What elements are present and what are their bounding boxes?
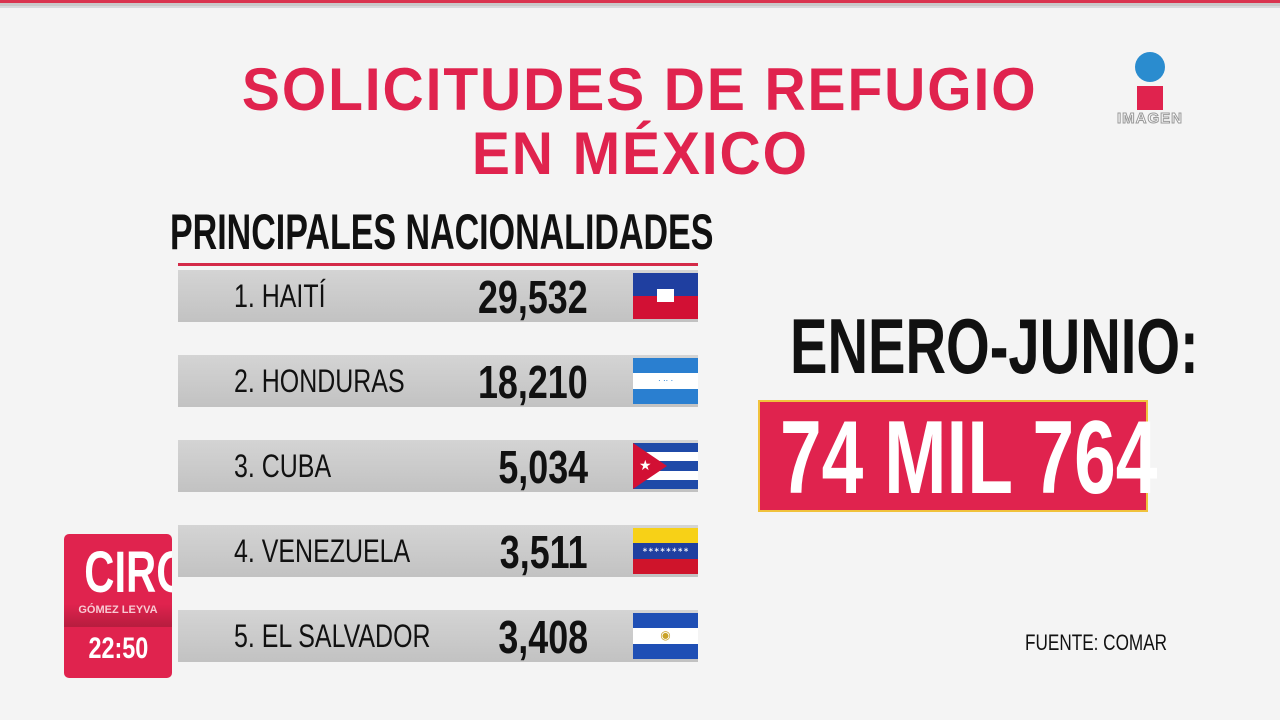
table-row: 3. CUBA 5,034 ★ bbox=[178, 440, 698, 492]
country-label: 5. EL SALVADOR bbox=[234, 618, 431, 654]
table-row: 4. VENEZUELA 3,511 ∗∗∗∗∗∗∗∗ bbox=[178, 525, 698, 577]
request-count: 29,532 bbox=[478, 271, 588, 323]
show-name: CIRO bbox=[84, 540, 172, 605]
source-text: FUENTE: COMAR bbox=[1025, 630, 1168, 655]
table-row: 2. HONDURAS 18,210 ∙ ∙∙ ∙ bbox=[178, 355, 698, 407]
title-text-2: EN MÉXICO bbox=[471, 120, 809, 187]
source-note: FUENTE: COMAR bbox=[1025, 630, 1207, 656]
show-time: 22:50 bbox=[88, 632, 148, 665]
country-label: 4. VENEZUELA bbox=[234, 533, 411, 569]
title-line-2: EN MÉXICO bbox=[0, 122, 1280, 186]
request-count: 18,210 bbox=[478, 356, 588, 408]
haiti-flag-icon bbox=[633, 273, 698, 319]
section-heading: PRINCIPALES NACIONALIDADES bbox=[170, 206, 969, 258]
heading-text: PRINCIPALES NACIONALIDADES bbox=[170, 204, 714, 260]
title-line-1: SOLICITUDES DE REFUGIO bbox=[0, 58, 1280, 122]
imagen-logo: IMAGEN bbox=[1110, 52, 1190, 128]
table-row: 5. EL SALVADOR 3,408 ◉ bbox=[178, 610, 698, 662]
show-subtitle: GÓMEZ LEYVA bbox=[64, 604, 172, 626]
request-count: 3,511 bbox=[500, 526, 588, 578]
country-label: 2. HONDURAS bbox=[234, 363, 405, 399]
total-box: 74 MIL 764 bbox=[758, 400, 1157, 512]
honduras-flag-icon: ∙ ∙∙ ∙ bbox=[633, 358, 698, 404]
top-bar bbox=[0, 0, 1280, 8]
period-text: ENERO-JUNIO: bbox=[790, 302, 1199, 390]
period-label: ENERO-JUNIO: bbox=[790, 306, 1280, 386]
table-row: 1. HAITÍ 29,532 bbox=[178, 270, 698, 322]
venezuela-flag-icon: ∗∗∗∗∗∗∗∗ bbox=[633, 528, 698, 574]
request-count: 5,034 bbox=[498, 441, 588, 493]
total-value: 74 MIL 764 bbox=[780, 400, 1158, 516]
title-text-1: SOLICITUDES DE REFUGIO bbox=[242, 56, 1038, 123]
show-badge: CIRO GÓMEZ LEYVA 22:50 bbox=[64, 534, 172, 678]
request-count: 3,408 bbox=[498, 611, 588, 663]
cuba-flag-icon: ★ bbox=[633, 443, 698, 489]
heading-underline bbox=[178, 263, 698, 266]
logo-text: IMAGEN bbox=[1117, 110, 1183, 128]
country-label: 1. HAITÍ bbox=[234, 278, 326, 314]
el-salvador-flag-icon: ◉ bbox=[633, 613, 698, 659]
country-label: 3. CUBA bbox=[234, 448, 332, 484]
